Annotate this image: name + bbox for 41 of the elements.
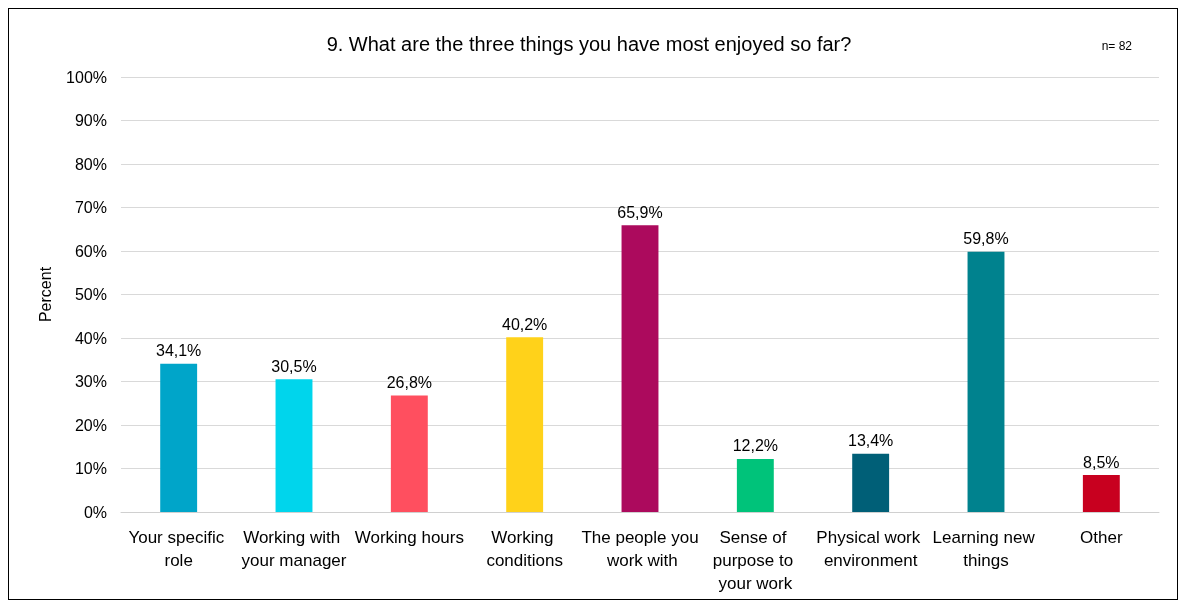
data-label: 59,8% <box>963 230 1009 248</box>
y-tick-label: 50% <box>74 286 107 303</box>
bar <box>506 337 544 512</box>
x-tick-label: Learning new things <box>932 528 1040 570</box>
data-label: 30,5% <box>271 357 317 375</box>
y-tick-label: 40% <box>74 329 107 347</box>
text: n= 82 <box>1101 39 1133 53</box>
bar <box>390 395 428 512</box>
x-tick-label: Physical work environment <box>816 528 925 570</box>
x-tick-label: Working conditions <box>486 528 563 570</box>
y-tick-label: 80% <box>74 155 107 173</box>
data-label: 8,5% <box>1083 453 1120 471</box>
x-tick-label: Working hours <box>354 528 464 547</box>
y-tick-label: 30% <box>74 373 107 390</box>
x-tick-label: Your specific role <box>128 528 229 570</box>
y-tick-label: 0% <box>83 503 107 521</box>
y-tick-label: 90% <box>74 112 107 129</box>
x-tick-label: Working with your manager <box>241 528 347 570</box>
bar <box>1082 475 1120 512</box>
data-label: 26,8% <box>386 373 433 391</box>
y-tick-label: 60% <box>74 242 107 260</box>
y-tick-label: 70% <box>74 199 107 216</box>
y-tick-label: 20% <box>74 416 107 434</box>
bar <box>736 458 774 512</box>
bar <box>967 251 1005 512</box>
y-tick-label: 100% <box>66 68 107 86</box>
chart-title: 9. What are the three things you have most enjoyed so far? <box>326 33 852 55</box>
bar <box>852 453 890 512</box>
data-label: 40,2% <box>501 315 548 333</box>
bar <box>621 225 659 512</box>
x-tick-label: Sense of purpose to your work <box>712 528 798 593</box>
data-label: 13,4% <box>847 432 894 450</box>
x-tick-label: The people you work with <box>581 528 699 570</box>
x-tick-label: Other <box>1080 528 1123 547</box>
data-label: 12,2% <box>732 437 779 455</box>
data-label: 34,1% <box>155 342 202 360</box>
y-axis-title: Percent <box>36 266 54 323</box>
bar <box>160 363 198 512</box>
bar <box>275 379 313 512</box>
y-tick-label: 10% <box>74 460 107 477</box>
data-label: 65,9% <box>617 203 663 221</box>
